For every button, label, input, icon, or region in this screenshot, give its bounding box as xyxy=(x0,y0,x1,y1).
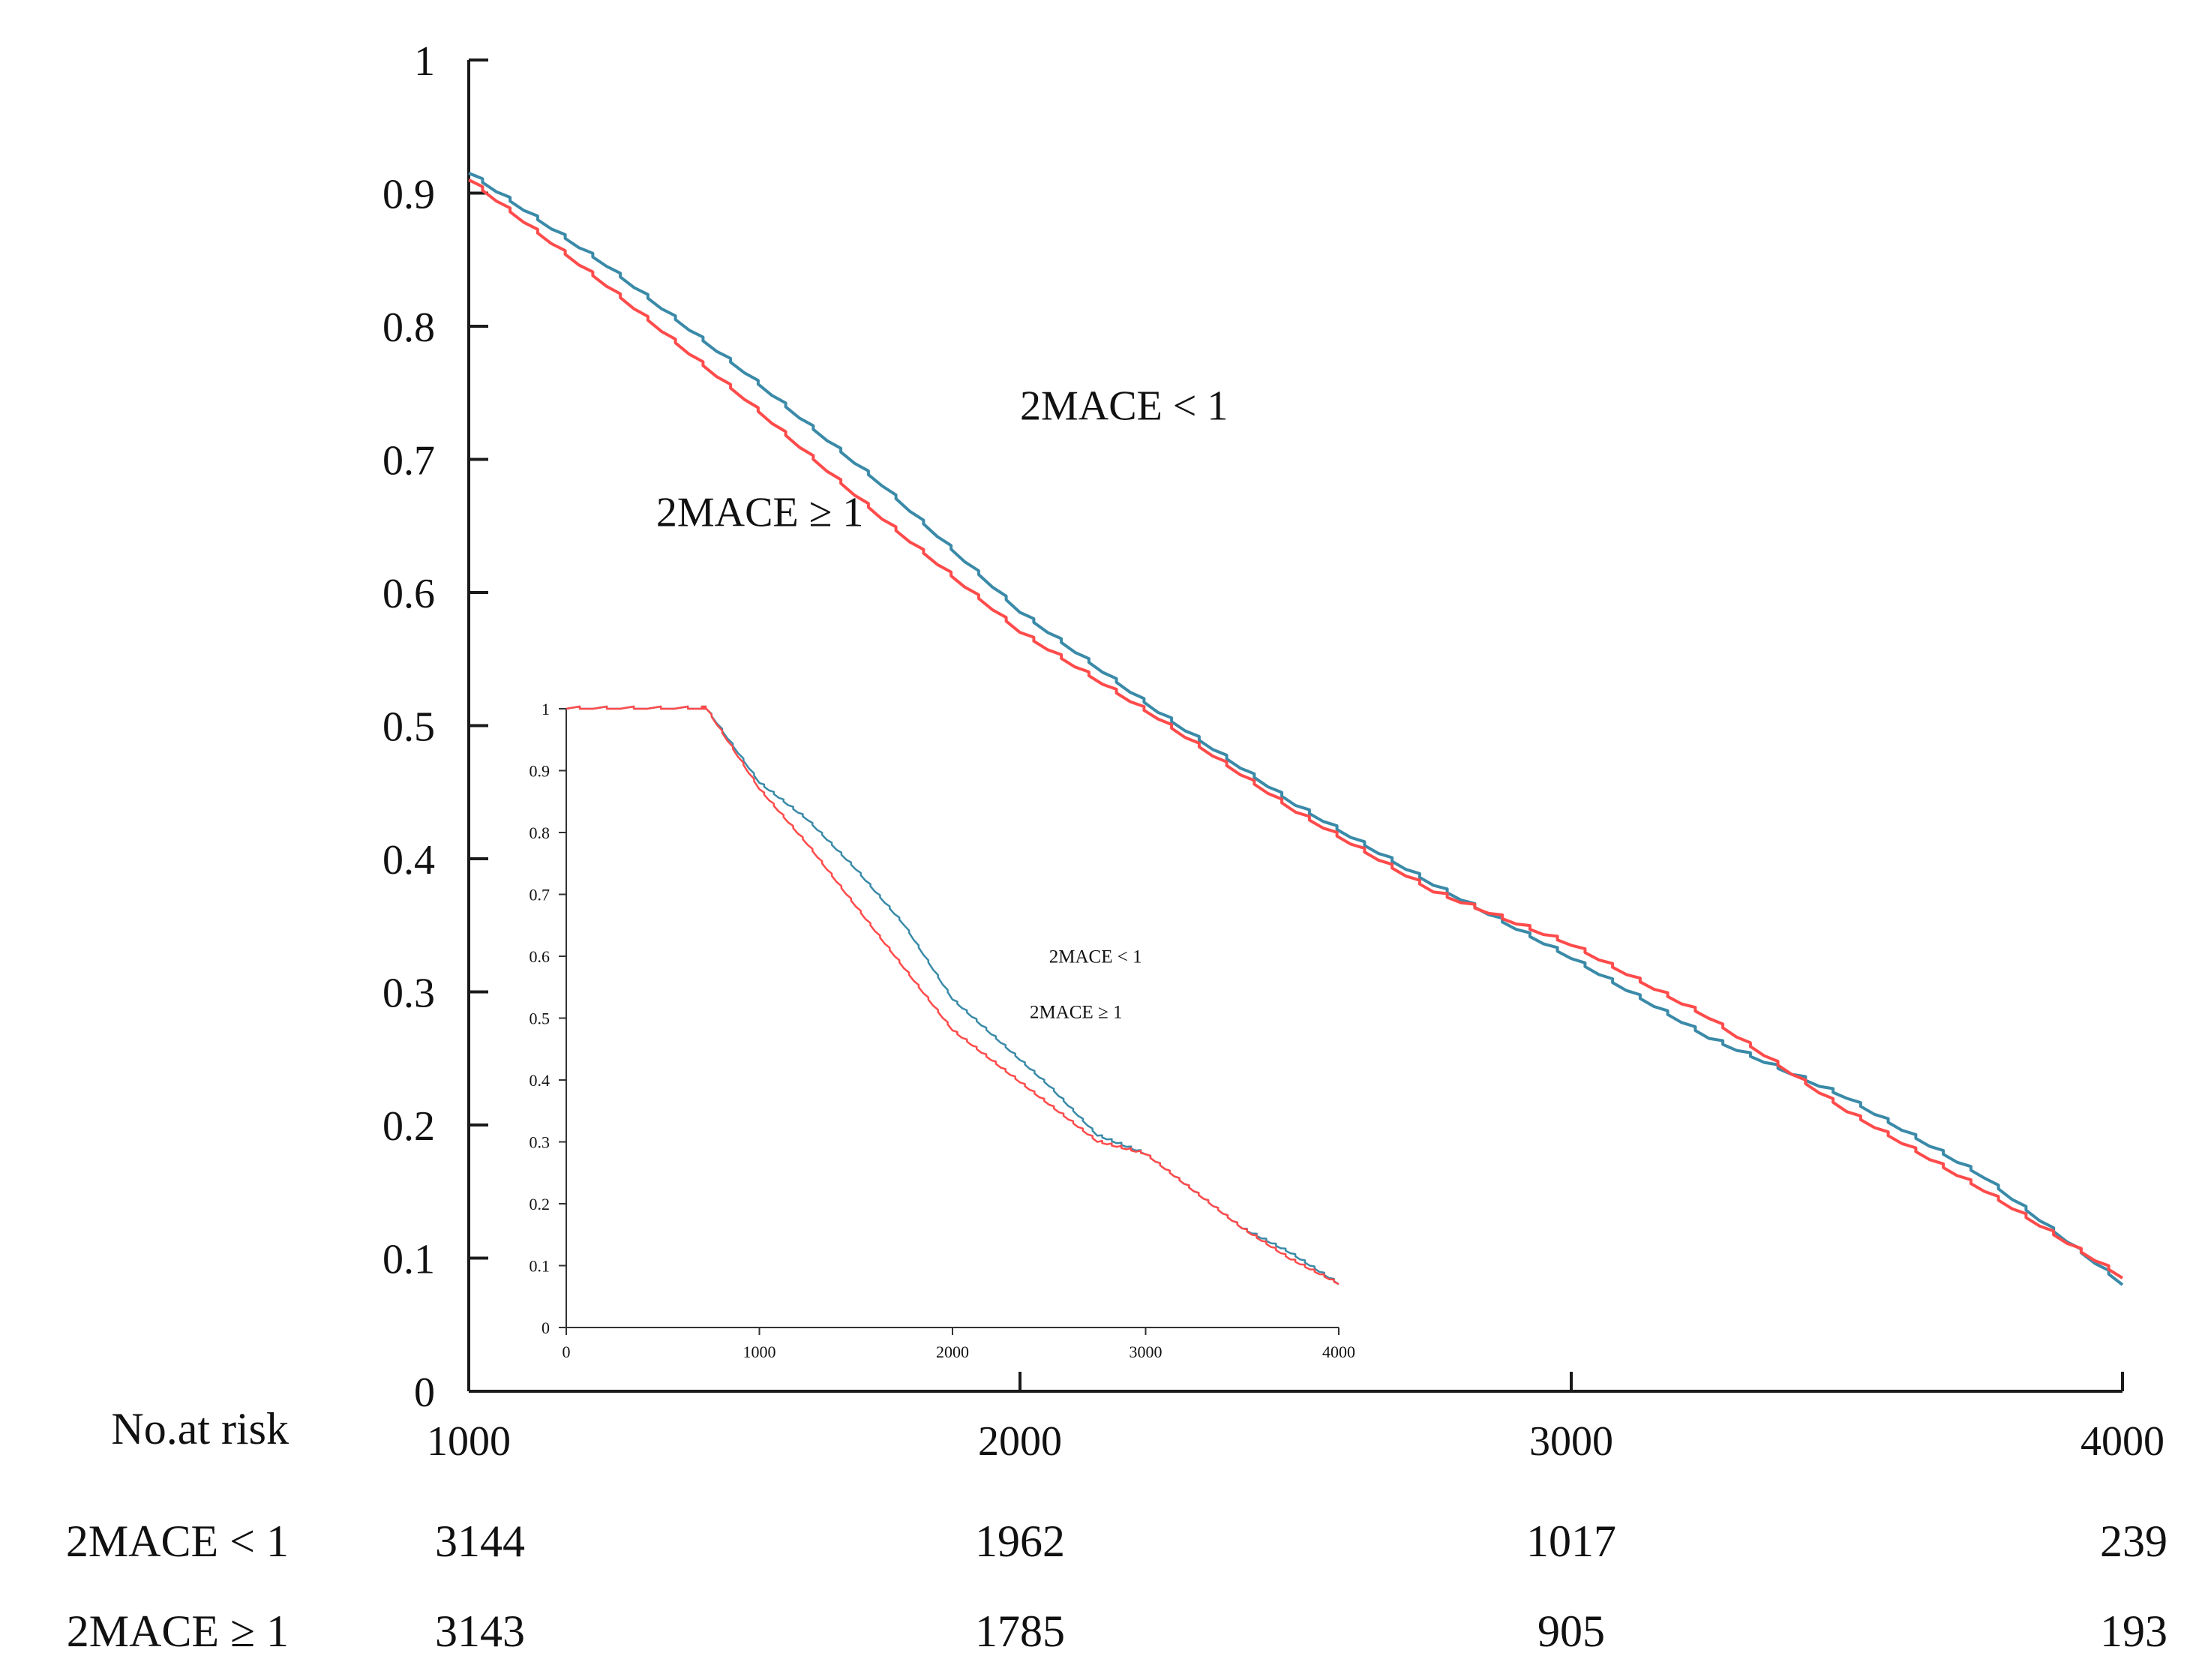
inset-x-tick-label: 4000 xyxy=(1322,1342,1355,1361)
risk-value-cell: 193 xyxy=(2100,1606,2168,1656)
inset-y-tick-label: 0.4 xyxy=(530,1071,550,1090)
risk-table: No.at risk 2MACE < 1 3144 1962 1017 239 2MACE … xyxy=(66,1404,2168,1656)
inset-annotation-1: 2MACE ≥ 1 xyxy=(1030,1003,1122,1023)
inset-series-1-line xyxy=(566,705,1340,1286)
main-y-tick-label: 1 xyxy=(414,38,435,85)
main-y-tick-label: 0.1 xyxy=(382,1237,435,1283)
main-y-tick-label: 0.5 xyxy=(382,704,435,751)
inset-y-tick-label: 0.1 xyxy=(530,1257,550,1276)
inset-y-tick-label: 0.9 xyxy=(530,762,550,781)
risk-value-cell: 3143 xyxy=(435,1606,525,1656)
risk-value-cell: 239 xyxy=(2100,1516,2168,1566)
risk-value-cell: 3144 xyxy=(435,1516,525,1566)
inset-y-tick-label: 0.2 xyxy=(530,1195,550,1214)
main-series-0-line xyxy=(468,172,2124,1286)
risk-value-cell: 905 xyxy=(1538,1606,1605,1656)
inset-y-tick-label: 0.6 xyxy=(530,947,550,966)
risk-row-label: 2MACE < 1 xyxy=(66,1516,289,1566)
main-annotation-1: 2MACE ≥ 1 xyxy=(656,489,864,536)
inset-y-tick-label: 0.7 xyxy=(530,886,550,904)
main-y-tick-label: 0.3 xyxy=(382,970,435,1017)
inset-y-tick-label: 0.5 xyxy=(530,1010,550,1028)
main-x-tick-label: 4000 xyxy=(2080,1418,2164,1465)
risk-value-cell: 1017 xyxy=(1526,1516,1616,1566)
main-x-tick-label: 2000 xyxy=(978,1418,1062,1465)
main-y-tick-label: 0.6 xyxy=(382,571,435,617)
main-y-tick-label: 0.8 xyxy=(382,304,435,351)
main-y-tick-label: 0.2 xyxy=(382,1103,435,1150)
main-y-tick-label: 0 xyxy=(414,1370,435,1416)
inset-y-tick-label: 0 xyxy=(542,1318,550,1337)
main-y-tick-label: 0.7 xyxy=(382,438,435,484)
inset-annotation-0: 2MACE < 1 xyxy=(1049,946,1142,967)
inset-x-tick-label: 0 xyxy=(562,1342,571,1361)
risk-value-cell: 1785 xyxy=(975,1606,1065,1656)
main-y-tick-label: 0.4 xyxy=(382,837,435,884)
inset-series-0-line xyxy=(566,705,1340,1286)
inset-x-tick-label: 3000 xyxy=(1130,1342,1162,1361)
inset-plot: 0 0.1 0.2 0.3 0.4 0.5 0.6 0.7 0.8 0.9 1 0 1000 2000 30… xyxy=(530,700,1356,1361)
main-y-tick-label: 0.9 xyxy=(382,172,435,218)
risk-row-label: 2MACE ≥ 1 xyxy=(67,1606,289,1656)
risk-value-cell: 1962 xyxy=(975,1516,1065,1566)
main-x-tick-label: 1000 xyxy=(427,1418,511,1465)
inset-x-tick-label: 1000 xyxy=(743,1342,776,1361)
inset-y-tick-label: 1 xyxy=(542,700,550,718)
risk-table-header: No.at risk xyxy=(111,1404,289,1454)
inset-y-tick-label: 0.3 xyxy=(530,1133,550,1152)
main-series-1-line xyxy=(468,178,2124,1280)
main-x-tick-label: 3000 xyxy=(1529,1418,1613,1465)
main-plot: 0 0.1 0.2 0.3 0.4 0.5 0.6 0.7 0.8 0.9 1 1000 2000 300… xyxy=(382,38,2164,1465)
inset-y-tick-label: 0.8 xyxy=(530,824,550,842)
main-annotation-0: 2MACE < 1 xyxy=(1020,382,1228,429)
inset-x-tick-label: 2000 xyxy=(936,1342,969,1361)
